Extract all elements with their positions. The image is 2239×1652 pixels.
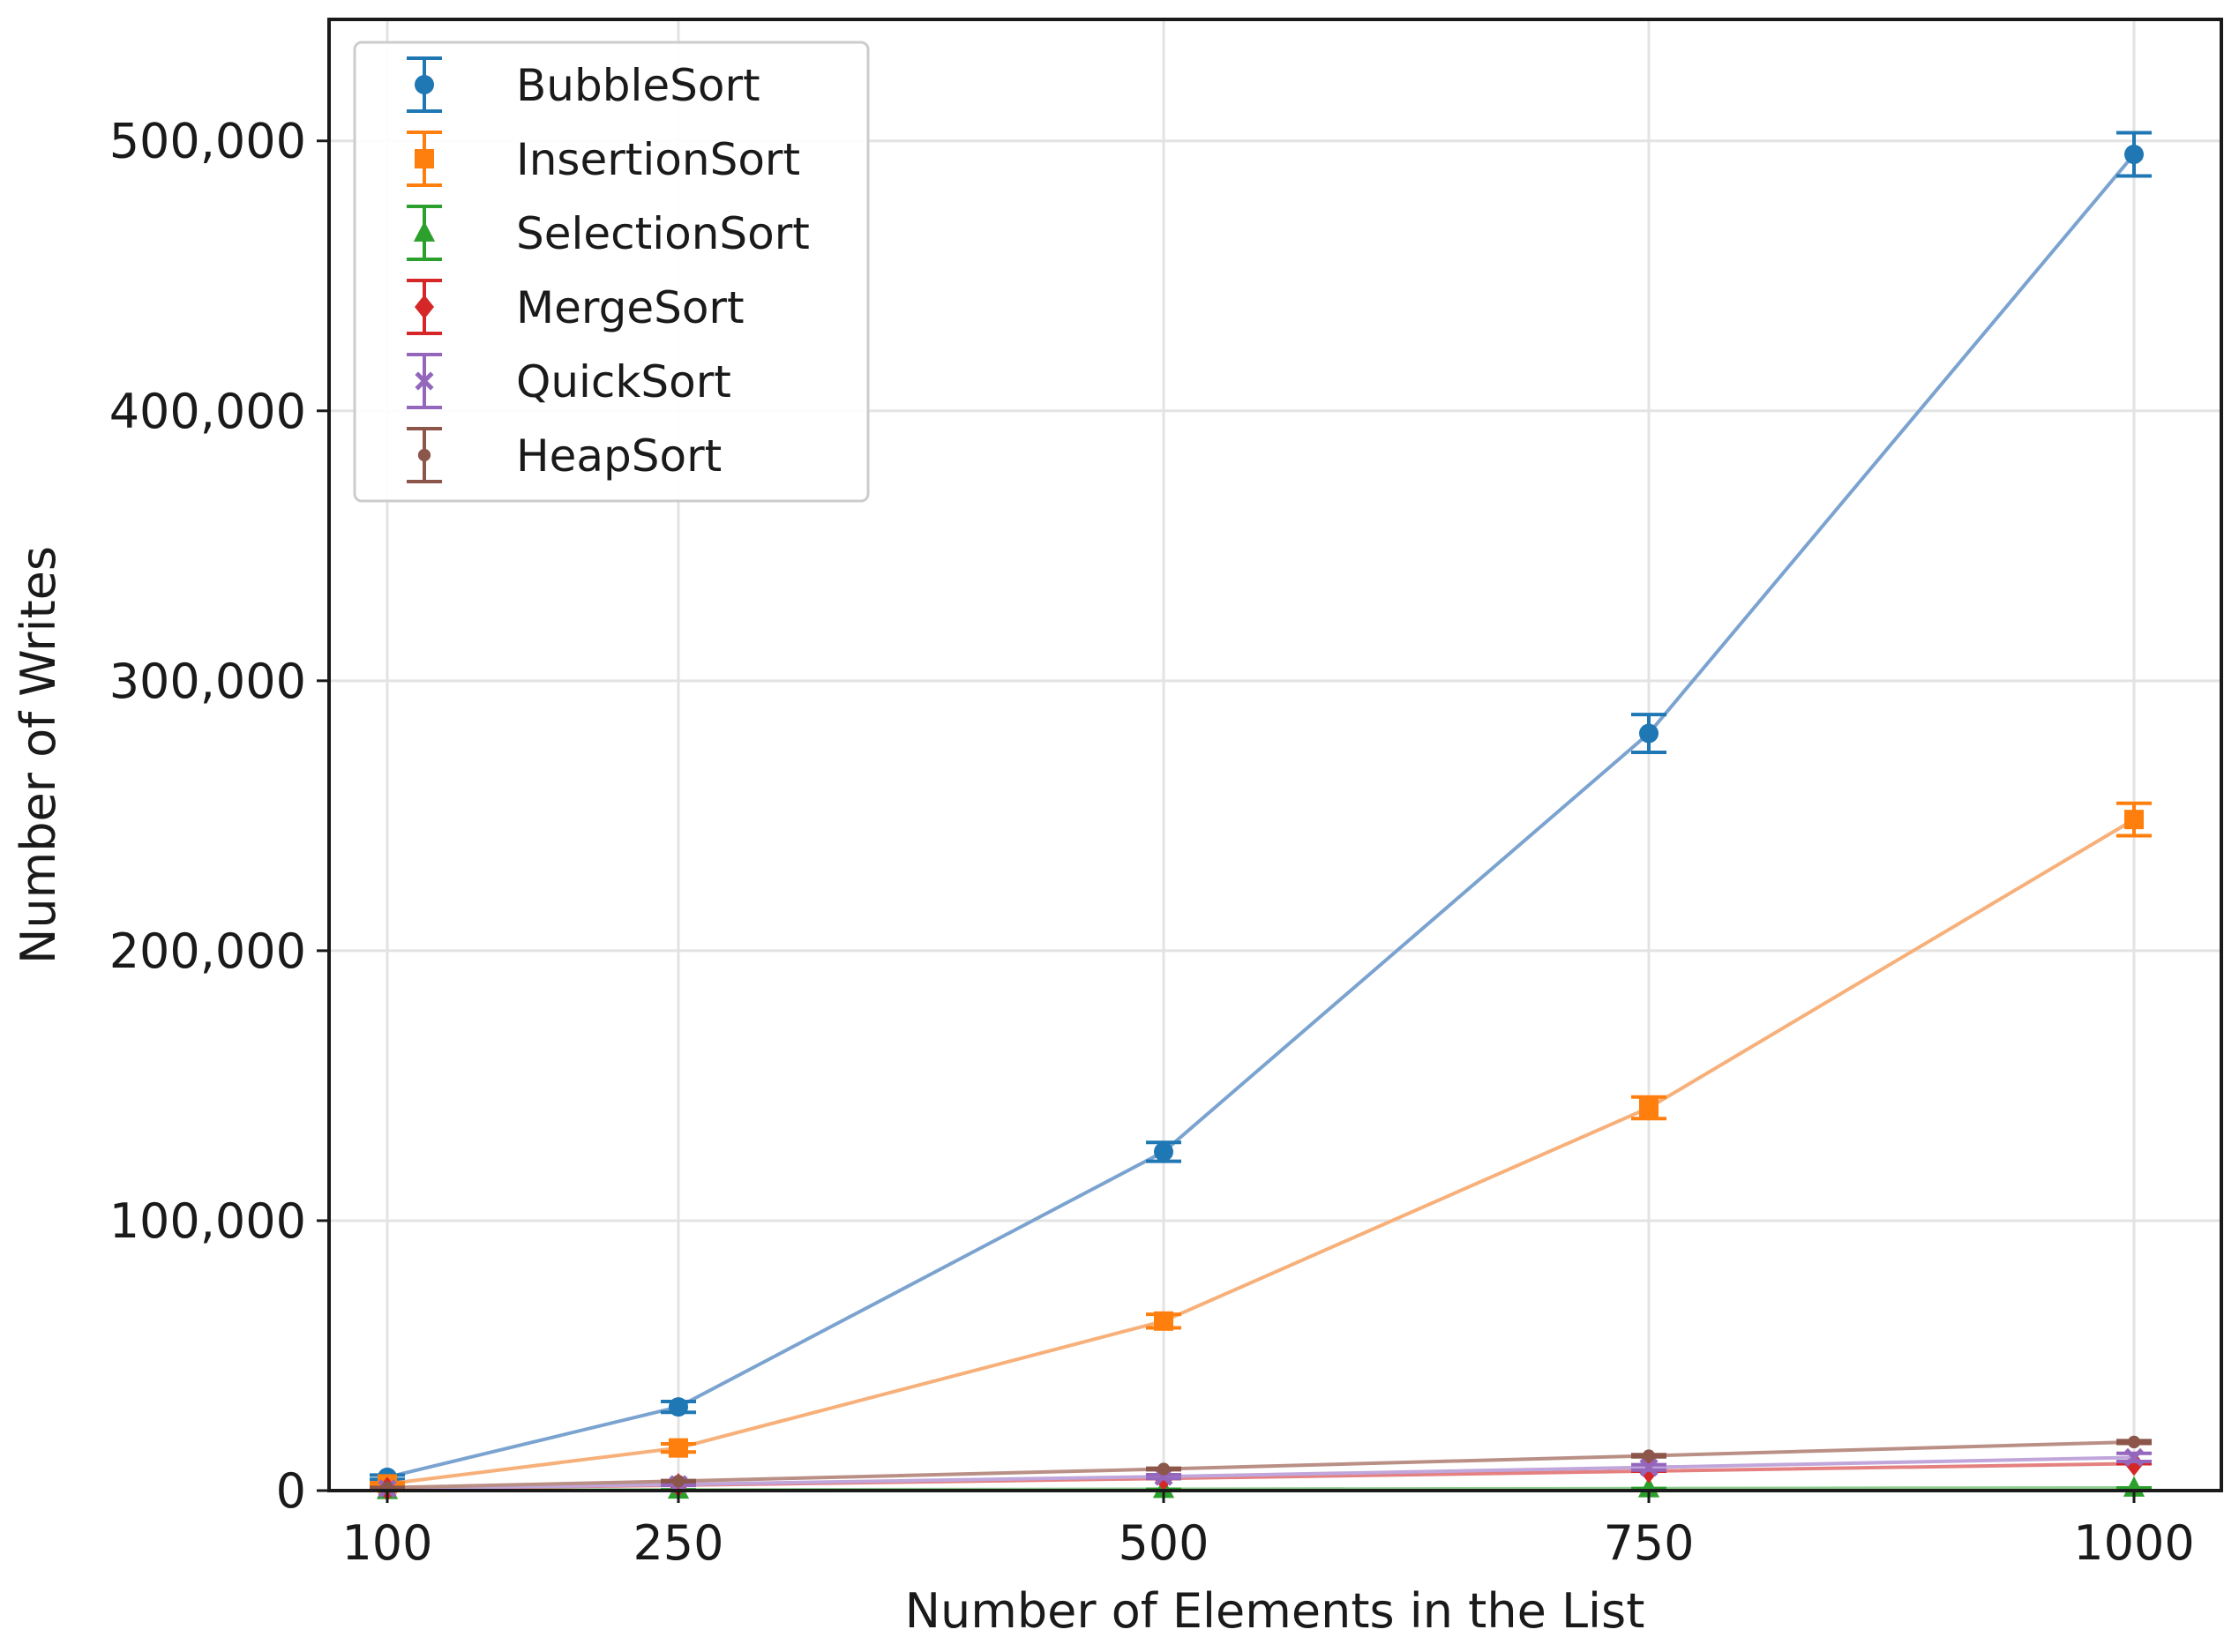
y-axis-label: Number of Writes	[11, 546, 66, 964]
plot-frame	[327, 18, 2223, 1492]
legend-item-quicksort: QuickSort	[407, 353, 731, 409]
legend: BubbleSort InsertionSort SelectionSort Merg…	[353, 41, 870, 503]
marker-circle	[2124, 145, 2144, 165]
marker-x-stroke	[415, 371, 434, 391]
series-layer	[370, 131, 2152, 1501]
y-tick-label: 500,000	[109, 114, 306, 169]
marker-dot	[417, 448, 431, 462]
x-tick-label: 500	[1118, 1515, 1209, 1571]
marker-square	[415, 149, 434, 168]
legend-label: BubbleSort	[516, 60, 760, 111]
legend-item-selectionsort: SelectionSort	[407, 205, 810, 261]
marker-dot	[1642, 1449, 1656, 1462]
y-tick-label: 200,000	[109, 923, 306, 979]
marker-x	[1639, 1458, 1659, 1477]
legend-label: QuickSort	[516, 356, 731, 407]
marker-x-stroke	[2124, 1447, 2144, 1467]
legend-label: InsertionSort	[516, 134, 800, 185]
marker-circle	[669, 1397, 688, 1417]
marker-circle	[415, 75, 434, 94]
ticks: 100 250 500 750 1000 0 100,000 200,000 300,000 40…	[109, 114, 2195, 1571]
legend-item-heapsort: HeapSort	[407, 427, 722, 483]
marker-square	[1154, 1311, 1173, 1331]
x-axis-label: Number of Elements in the List	[905, 1583, 1645, 1639]
marker-square	[1639, 1098, 1659, 1118]
x-tick-label: 250	[633, 1515, 723, 1571]
marker-circle	[1639, 723, 1659, 744]
marker-x-stroke	[1639, 1458, 1659, 1477]
y-tick-label: 300,000	[109, 654, 306, 709]
x-tick-label: 100	[341, 1515, 432, 1571]
y-tick-label: 0	[276, 1463, 306, 1519]
marker-x	[415, 371, 434, 391]
marker-square	[2124, 810, 2144, 830]
y-tick-label: 100,000	[109, 1193, 306, 1249]
marker-dot	[1157, 1462, 1171, 1476]
marker-square	[669, 1438, 688, 1458]
legend-label: SelectionSort	[516, 208, 810, 259]
marker-x	[2124, 1447, 2144, 1467]
y-tick-label: 400,000	[109, 384, 306, 439]
x-tick-label: 750	[1603, 1515, 1694, 1571]
legend-label: MergeSort	[516, 282, 745, 333]
marker-triangle	[413, 221, 436, 242]
marker-diamond	[415, 295, 434, 319]
marker-dot	[2127, 1435, 2141, 1449]
grid	[329, 19, 2221, 1492]
legend-item-bubblesort: BubbleSort	[407, 56, 760, 113]
legend-box	[353, 41, 870, 503]
legend-label: HeapSort	[516, 430, 722, 482]
marker-circle	[1154, 1141, 1173, 1162]
x-tick-label: 1000	[2073, 1515, 2194, 1571]
marker-dot	[671, 1475, 685, 1488]
legend-item-mergesort: MergeSort	[407, 279, 745, 335]
legend-item-insertionsort: InsertionSort	[407, 131, 800, 187]
series-heapsort	[370, 1435, 2152, 1494]
